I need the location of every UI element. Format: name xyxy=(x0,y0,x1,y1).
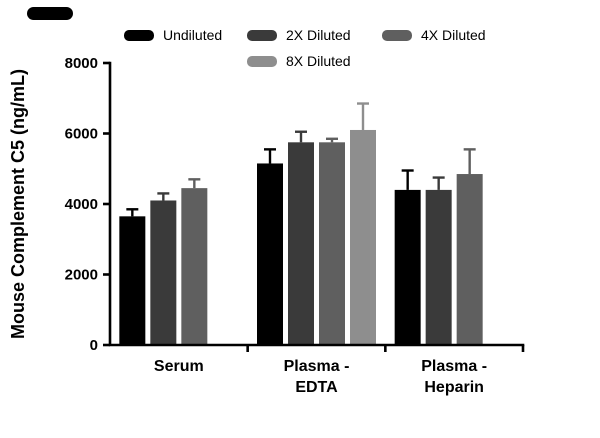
legend-label-4x-diluted: 4X Diluted xyxy=(421,27,486,43)
legend-label-2x-diluted: 2X Diluted xyxy=(286,27,351,43)
y-tick-label: 2000 xyxy=(65,267,98,284)
y-tick-label: 6000 xyxy=(65,126,98,143)
legend-swatch-8x-diluted xyxy=(247,55,277,67)
y-axis-label: Mouse Complement C5 (ng/mL) xyxy=(8,69,28,339)
bar xyxy=(288,142,314,345)
bar xyxy=(150,200,177,345)
x-category-label: Plasma - xyxy=(284,358,350,375)
bar xyxy=(456,174,483,345)
bar xyxy=(119,216,146,345)
legend-item-4x-diluted: 4X Diluted xyxy=(382,27,486,43)
bar xyxy=(394,189,421,345)
bar xyxy=(350,129,376,345)
legend-item-undiluted: Undiluted xyxy=(124,27,222,43)
bar xyxy=(257,163,283,345)
y-tick-label: 0 xyxy=(90,337,98,354)
legend-swatch-2x-diluted xyxy=(247,29,277,41)
bar xyxy=(319,142,345,345)
legend-label-8x-diluted: 8X Diluted xyxy=(286,53,351,69)
y-tick-label: 4000 xyxy=(65,196,98,213)
x-category-label: Heparin xyxy=(424,379,484,396)
legend-label-undiluted: Undiluted xyxy=(163,27,223,43)
bar xyxy=(425,189,452,345)
y-tick-label: 8000 xyxy=(65,55,98,72)
x-category-label: Plasma - xyxy=(421,358,487,375)
legend-swatch-undiluted xyxy=(124,29,154,41)
legend-swatch-4x-diluted xyxy=(382,29,412,41)
bar xyxy=(181,188,208,345)
x-category-label: EDTA xyxy=(295,379,338,396)
legend-item-2x-diluted: 2X Diluted xyxy=(247,27,351,43)
x-category-label: Serum xyxy=(154,358,204,375)
legend-item-8x-diluted: 8X Diluted xyxy=(247,53,351,69)
corner-mark xyxy=(27,7,73,20)
